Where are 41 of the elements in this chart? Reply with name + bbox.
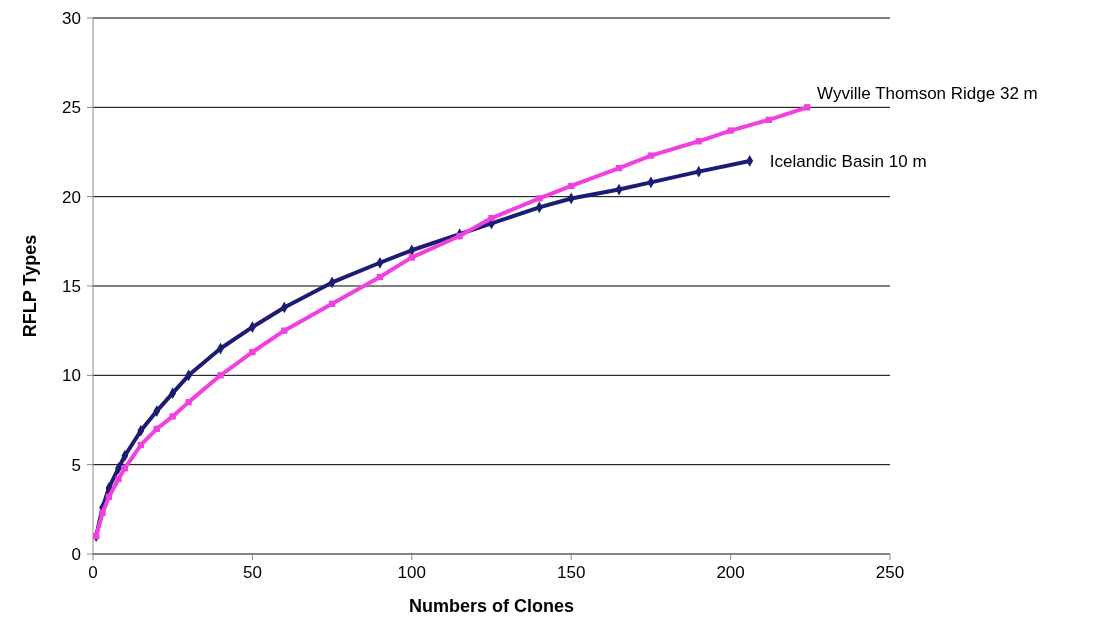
point [99, 509, 106, 517]
point [536, 195, 543, 202]
point [765, 116, 773, 123]
point [695, 138, 702, 145]
y-axis-title: RFLP Types [20, 234, 40, 338]
x-tick-label: 250 [875, 563, 905, 582]
point [217, 372, 224, 379]
point [105, 493, 113, 500]
y-tick-label: 5 [71, 455, 81, 475]
x-tick-label: 0 [88, 563, 98, 582]
point [408, 254, 415, 261]
point [115, 475, 122, 483]
point [615, 164, 623, 172]
point [249, 348, 256, 356]
y-tick-label: 30 [62, 8, 81, 28]
point [803, 104, 811, 111]
y-tick-label: 0 [71, 544, 81, 564]
point [137, 441, 144, 449]
y-tick-label: 25 [62, 98, 81, 118]
point [456, 232, 463, 240]
y-tick-label: 20 [62, 187, 81, 207]
point [169, 413, 176, 420]
point [488, 214, 495, 222]
y-tick-label: 10 [62, 366, 81, 386]
point [153, 425, 160, 433]
point [328, 300, 336, 308]
x-tick-label: 200 [716, 563, 745, 582]
point [568, 182, 575, 190]
series-label: Icelandic Basin 10 m [769, 151, 927, 171]
point [647, 152, 655, 159]
x-tick-label: 100 [397, 563, 426, 582]
y-tick-label: 15 [62, 276, 81, 296]
point [185, 398, 192, 406]
point [727, 127, 734, 134]
point [121, 465, 129, 472]
x-axis-title: Numbers of Clones [408, 596, 575, 616]
series-label: Wyville Thomson Ridge 32 m [817, 84, 1038, 104]
point [281, 327, 288, 334]
x-tick-label: 50 [242, 563, 262, 582]
point [376, 273, 384, 281]
x-tick-label: 150 [557, 563, 586, 582]
